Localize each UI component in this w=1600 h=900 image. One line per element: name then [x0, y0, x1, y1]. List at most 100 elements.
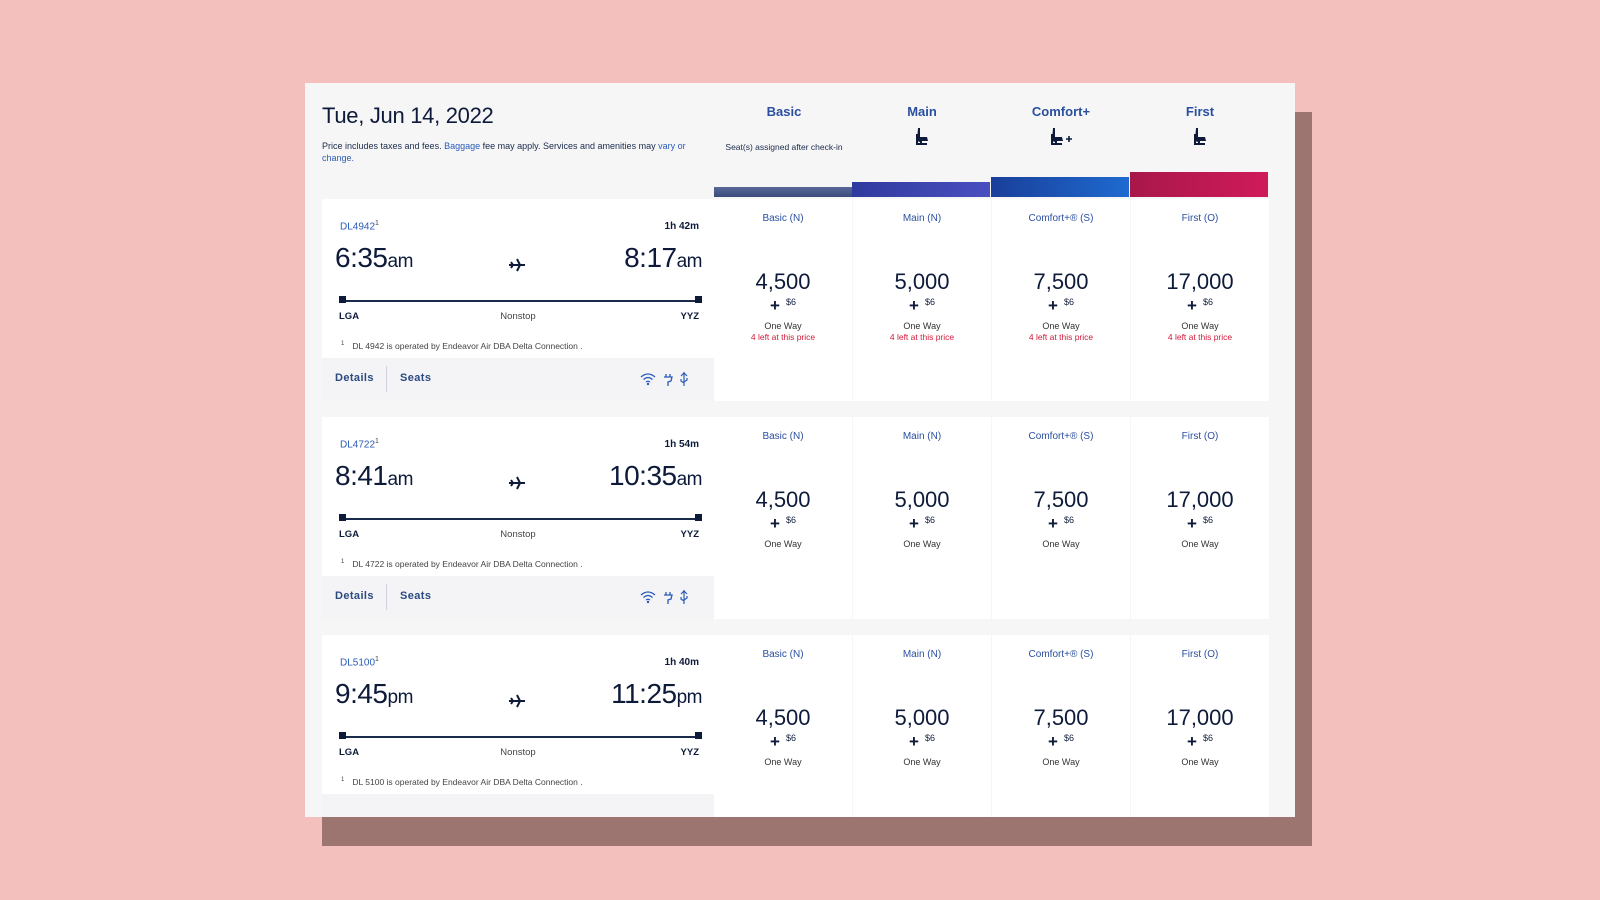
- details-link[interactable]: Details: [335, 372, 374, 384]
- plane-icon: [508, 257, 526, 278]
- fare-class: Comfort+® (S): [1028, 213, 1094, 224]
- fare-miles: 4,500: [755, 705, 811, 730]
- fare-miles: 7,500: [1033, 705, 1089, 730]
- flight-duration: 1h 54m: [664, 439, 699, 450]
- fare-cell-first[interactable]: First (O) 17,000 + $6 One Way: [1131, 635, 1269, 817]
- flight-number[interactable]: DL49421: [340, 220, 379, 233]
- seat-icon: [852, 127, 992, 152]
- price-note: Price includes taxes and fees. Baggage f…: [322, 140, 700, 164]
- fare-usd: + $6: [770, 514, 796, 533]
- arrival-time: 10:35am: [609, 460, 702, 491]
- fare-cell-comfort-plus[interactable]: Comfort+® (S) 7,500 + $6 One Way: [992, 417, 1130, 619]
- departure-time: 8:41am: [335, 460, 413, 491]
- fare-miles: 17,000: [1166, 487, 1234, 512]
- fare-cell-basic[interactable]: Basic (N) 4,500 + $6 One Way 4 left at th…: [714, 199, 852, 401]
- fare-cell-basic[interactable]: Basic (N) 4,500 + $6 One Way: [714, 417, 852, 619]
- fare-miles: 17,000: [1166, 705, 1234, 730]
- footer-divider: [386, 366, 387, 392]
- destination-code: YYZ: [680, 747, 699, 758]
- fare-one-way: One Way: [764, 757, 802, 767]
- fare-bar-comfort-plus: [991, 177, 1129, 197]
- fare-header-label: Comfort+: [1031, 104, 1091, 119]
- seat-plus-icon: [991, 127, 1131, 152]
- fare-miles: 4,500: [755, 269, 811, 294]
- fare-one-way: One Way: [1181, 321, 1219, 331]
- plane-icon: [508, 475, 526, 496]
- plane-icon: [508, 693, 526, 714]
- card-footer: [322, 794, 714, 817]
- fare-header-basic[interactable]: Basic Seat(s) assigned after check-in: [714, 83, 854, 197]
- fare-cell-main[interactable]: Main (N) 5,000 + $6 One Way: [853, 417, 991, 619]
- origin-marker: [339, 296, 346, 303]
- amenities: [639, 589, 699, 610]
- route-line: [341, 300, 700, 302]
- fare-cell-basic[interactable]: Basic (N) 4,500 + $6 One Way: [714, 635, 852, 817]
- seats-link[interactable]: Seats: [400, 372, 432, 384]
- fare-header-label: First: [1185, 104, 1215, 119]
- fare-class: Basic (N): [762, 213, 804, 224]
- origin-code: LGA: [339, 311, 360, 322]
- fare-miles: 7,500: [1033, 487, 1089, 512]
- fare-miles: 5,000: [894, 487, 950, 512]
- fare-usd: + $6: [1048, 296, 1074, 315]
- fare-usd: + $6: [1187, 296, 1213, 315]
- card-footer: Details Seats: [322, 576, 714, 619]
- fare-cell-main[interactable]: Main (N) 5,000 + $6 One Way: [853, 635, 991, 817]
- fare-class: Basic (N): [762, 431, 804, 442]
- operated-by-note: 1 DL 4942 is operated by Endeavor Air DBA…: [341, 341, 583, 351]
- fare-one-way: One Way: [1181, 539, 1219, 549]
- fare-usd: + $6: [1048, 732, 1074, 751]
- fare-header-main[interactable]: Main: [852, 83, 992, 197]
- baggage-link[interactable]: Baggage: [444, 141, 481, 151]
- destination-code: YYZ: [680, 311, 699, 322]
- destination-marker: [695, 732, 702, 739]
- flight-row: DL51001 1h 40m 9:45pm 11:25pm LGA Nonsto…: [322, 635, 1276, 817]
- fare-class: Comfort+® (S): [1028, 649, 1094, 660]
- fare-usd: + $6: [1187, 514, 1213, 533]
- arrival-time: 8:17am: [624, 242, 702, 273]
- flight-number[interactable]: DL51001: [340, 656, 379, 669]
- fare-header-label: Main: [907, 104, 937, 119]
- seats-left: 4 left at this price: [1167, 332, 1233, 342]
- fare-class: Main (N): [902, 431, 942, 442]
- fare-usd: + $6: [909, 514, 935, 533]
- operated-by-note: 1 DL 4722 is operated by Endeavor Air DBA…: [341, 559, 583, 569]
- arrival-time: 11:25pm: [611, 678, 702, 709]
- fare-cell-first[interactable]: First (O) 17,000 + $6 One Way 4 left at t…: [1131, 199, 1269, 401]
- fare-one-way: One Way: [903, 757, 941, 767]
- fare-header-comfort-plus[interactable]: Comfort+: [991, 83, 1131, 197]
- fare-bar-basic: [714, 187, 852, 197]
- origin-code: LGA: [339, 747, 360, 758]
- stops-label: Nonstop: [500, 529, 536, 540]
- vary-or-change-link[interactable]: vary or change.: [322, 141, 686, 163]
- fare-cell-main[interactable]: Main (N) 5,000 + $6 One Way 4 left at thi…: [853, 199, 991, 401]
- fare-bar-main: [852, 182, 990, 197]
- origin-marker: [339, 732, 346, 739]
- seats-left: 4 left at this price: [750, 332, 816, 342]
- stops-label: Nonstop: [500, 311, 536, 322]
- fare-one-way: One Way: [764, 539, 802, 549]
- flight-results-panel: Tue, Jun 14, 2022 Price includes taxes a…: [305, 83, 1295, 817]
- departure-time: 6:35am: [335, 242, 413, 273]
- fare-one-way: One Way: [903, 321, 941, 331]
- price-note-text-2: fee may apply. Services and amenities ma…: [482, 141, 656, 151]
- page-title: Tue, Jun 14, 2022: [322, 103, 494, 128]
- fare-miles: 5,000: [894, 269, 950, 294]
- fare-usd: + $6: [770, 732, 796, 751]
- seats-left: 4 left at this price: [889, 332, 955, 342]
- fare-usd: + $6: [1048, 514, 1074, 533]
- destination-marker: [695, 514, 702, 521]
- destination-code: YYZ: [680, 529, 699, 540]
- price-note-text: Price includes taxes and fees.: [322, 141, 442, 151]
- fare-class: First (O): [1181, 649, 1219, 660]
- flight-number[interactable]: DL47221: [340, 438, 379, 451]
- fare-cell-comfort-plus[interactable]: Comfort+® (S) 7,500 + $6 One Way 4 left a…: [992, 199, 1130, 401]
- details-link[interactable]: Details: [335, 590, 374, 602]
- stops-label: Nonstop: [500, 747, 536, 758]
- amenities: [639, 371, 699, 392]
- fare-cell-first[interactable]: First (O) 17,000 + $6 One Way: [1131, 417, 1269, 619]
- fare-cell-comfort-plus[interactable]: Comfort+® (S) 7,500 + $6 One Way: [992, 635, 1130, 817]
- fare-header-first[interactable]: First: [1130, 83, 1270, 197]
- fare-miles: 5,000: [894, 705, 950, 730]
- seats-link[interactable]: Seats: [400, 590, 432, 602]
